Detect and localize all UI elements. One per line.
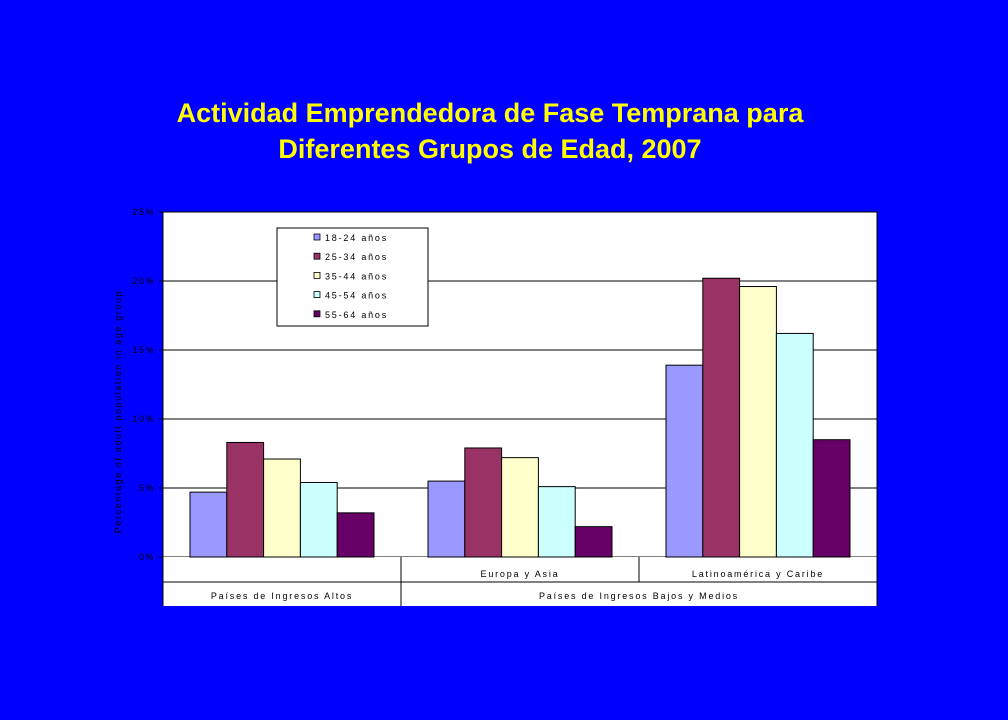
bar	[702, 277, 741, 558]
chart-title: Actividad Emprendedora de Fase Temprana …	[0, 95, 980, 167]
bar	[226, 441, 265, 558]
legend-label: 45-54 años	[325, 291, 388, 301]
bar	[336, 512, 375, 558]
legend-label: 18-24 años	[325, 233, 388, 243]
legend-swatch	[313, 310, 321, 318]
bar	[574, 526, 613, 558]
category-label: Europa y Asia	[481, 569, 560, 579]
y-tick-label: 5%	[139, 483, 155, 493]
legend-swatch	[313, 252, 321, 260]
legend-swatch	[313, 271, 321, 279]
y-axis-title: Percentage of adult population in age gr…	[113, 290, 123, 533]
y-tick-label: 25%	[132, 207, 155, 217]
bar	[299, 481, 338, 558]
legend-swatch	[313, 233, 321, 241]
bar	[427, 480, 466, 558]
group-label: Países de Ingresos Bajos y Medios	[539, 591, 739, 601]
chart-title-line-1: Actividad Emprendedora de Fase Temprana …	[176, 98, 804, 128]
y-tick-label: 15%	[132, 345, 155, 355]
bar	[464, 447, 503, 558]
bar	[189, 491, 228, 558]
legend-swatch	[313, 291, 321, 299]
legend	[276, 227, 429, 327]
y-tick-label: 20%	[132, 276, 155, 286]
bar	[501, 457, 539, 558]
bar	[775, 332, 814, 558]
bar	[812, 439, 851, 558]
category-label: Latinoamérica y Caribe	[692, 569, 824, 579]
y-tick-label: 10%	[132, 414, 155, 424]
y-tick-label: 0%	[139, 552, 155, 562]
bar	[739, 286, 777, 558]
group-label: Países de Ingresos Altos	[211, 591, 353, 601]
bar	[665, 364, 704, 558]
bar	[537, 486, 576, 558]
legend-label: 55-64 años	[325, 310, 388, 320]
chart-title-line-2: Diferentes Grupos de Edad, 2007	[278, 134, 702, 164]
legend-label: 35-44 años	[325, 271, 388, 281]
legend-label: 25-34 años	[325, 252, 388, 262]
bar	[263, 458, 301, 558]
